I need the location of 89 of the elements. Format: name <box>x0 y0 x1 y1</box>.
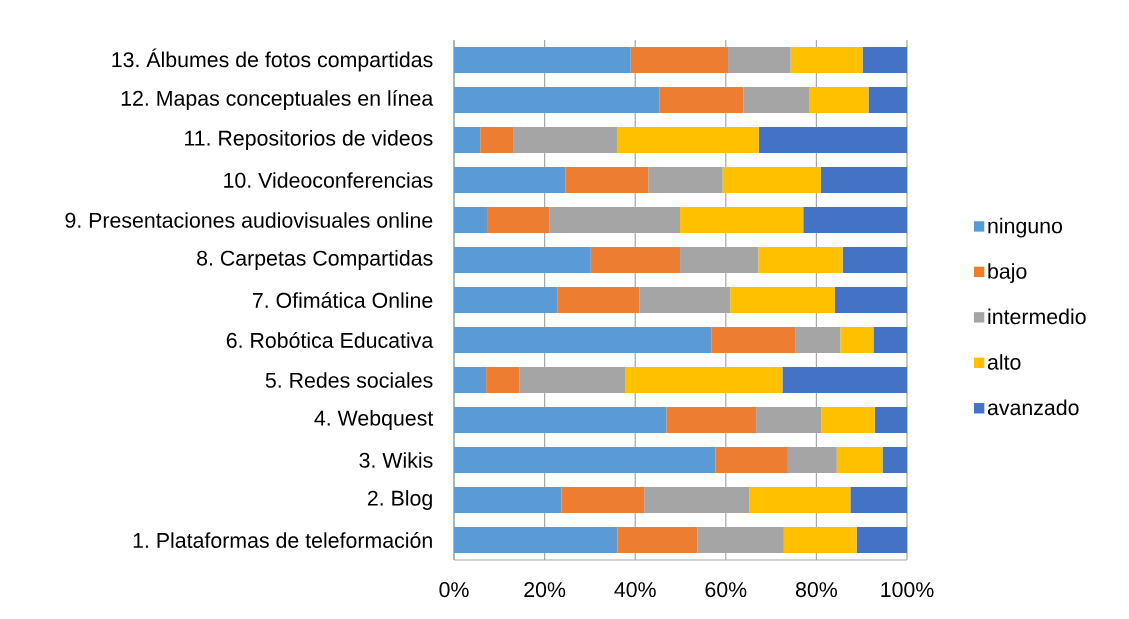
bar <box>454 167 566 194</box>
y-tick-label: 11. Repositorios de videos <box>185 130 433 150</box>
bar <box>454 127 481 154</box>
bar <box>549 207 681 233</box>
bar <box>834 287 907 313</box>
bar <box>836 447 883 474</box>
bar <box>749 487 851 514</box>
bar <box>590 247 681 274</box>
bar <box>783 527 857 554</box>
bar <box>648 167 723 194</box>
bar <box>821 407 875 433</box>
bar <box>820 167 907 194</box>
legend-label: intermedio <box>988 308 1086 325</box>
bar <box>480 127 514 154</box>
bar <box>697 527 784 554</box>
bar <box>840 327 874 354</box>
bar <box>454 87 660 113</box>
legend-label: bajo <box>988 263 1027 284</box>
bar <box>454 527 618 554</box>
bar <box>454 327 712 354</box>
bar <box>487 207 550 233</box>
bar <box>728 47 791 74</box>
bar <box>565 167 649 194</box>
bar <box>454 287 558 313</box>
bar <box>782 367 907 394</box>
bar <box>630 47 729 74</box>
bar <box>617 127 759 154</box>
bar <box>486 367 520 394</box>
bar <box>856 527 907 554</box>
bar <box>868 87 907 113</box>
bar <box>561 487 645 514</box>
bar <box>730 287 835 313</box>
bar <box>513 127 618 154</box>
legend-label: avanzado <box>987 399 1079 416</box>
y-tick-label: 6. Robótica Educativa <box>226 332 434 348</box>
bar <box>795 327 841 354</box>
bar <box>715 447 788 474</box>
y-tick-label: 8. Carpetas Compartidas <box>197 250 433 270</box>
y-tick-label: 12. Mapas conceptuales en línea <box>121 89 434 111</box>
y-tick-label: 4. Webquest <box>314 410 434 430</box>
bar <box>454 447 716 474</box>
bar <box>873 327 907 354</box>
bar <box>519 367 626 394</box>
y-tick-label: 1. Plataformas de teleformación <box>133 532 432 548</box>
bar <box>743 87 810 113</box>
y-tick-label: 5. Redes sociales <box>265 372 433 388</box>
y-tick-label: 7. Ofimática Online <box>252 292 433 308</box>
bar <box>722 167 821 194</box>
bar <box>756 407 822 433</box>
x-tick-label: 60% <box>705 582 747 598</box>
bar <box>454 247 591 274</box>
legend-label: alto <box>987 354 1021 370</box>
y-tick-label: 13. Álbumes de fotos compartidas <box>112 48 433 72</box>
bar <box>874 407 907 433</box>
bar <box>644 487 750 514</box>
x-tick-label: 80% <box>795 582 837 598</box>
bar <box>617 527 698 554</box>
x-tick-label: 20% <box>524 582 566 598</box>
bar <box>454 407 667 433</box>
bar <box>882 447 907 474</box>
bar <box>454 487 562 514</box>
bar <box>787 447 837 474</box>
bar <box>809 87 869 113</box>
bar <box>625 367 783 394</box>
legend-label: ninguno <box>988 217 1062 238</box>
y-tick-label: 10. Videoconferencias <box>224 172 433 188</box>
bar <box>790 47 863 74</box>
bar <box>862 47 907 74</box>
bar <box>803 207 907 233</box>
bar <box>680 207 804 233</box>
bar <box>639 287 731 313</box>
bar <box>850 487 907 514</box>
y-tick-label: 2. Blog <box>367 490 432 510</box>
bar <box>454 207 488 233</box>
bar <box>666 407 757 433</box>
x-tick-label: 40% <box>614 582 656 598</box>
x-tick-label: 100% <box>881 582 934 598</box>
bar <box>680 247 759 274</box>
bar <box>842 247 907 274</box>
bar <box>659 87 744 113</box>
bar <box>454 47 631 74</box>
bar <box>557 287 640 313</box>
bar <box>711 327 796 354</box>
x-tick-label: 0% <box>439 582 469 598</box>
y-tick-label: 9. Presentaciones audiovisuales online <box>65 212 433 228</box>
bar <box>454 367 487 394</box>
bar <box>758 127 907 154</box>
bar <box>758 247 843 274</box>
y-tick-label: 3. Wikis <box>359 452 433 468</box>
